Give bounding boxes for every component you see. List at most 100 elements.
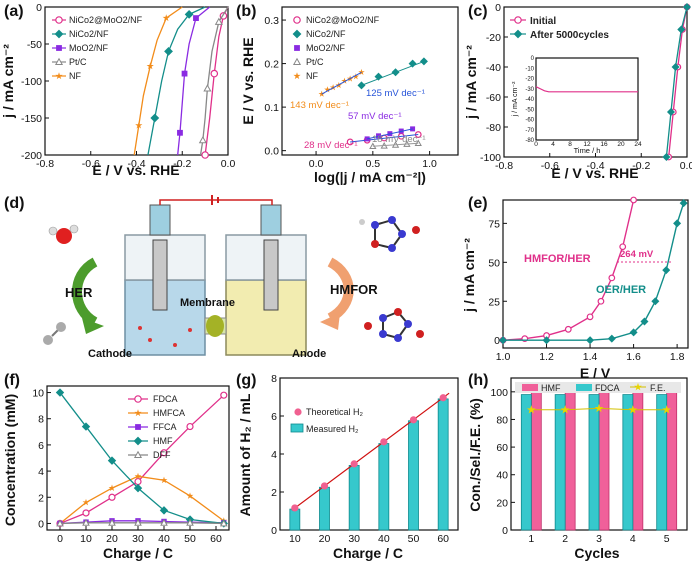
f-point-3 (107, 456, 117, 465)
h-hmf-bar (666, 392, 678, 531)
e-ytick-label: 75 (488, 218, 500, 230)
g-ytick-label: 6 (271, 411, 277, 423)
a-ytick-label: -50 (27, 39, 42, 51)
a-legend-label: NiCo2@MoO2/NF (69, 15, 143, 25)
f-ytick-label: 8 (38, 414, 44, 426)
b-legend-marker (293, 72, 301, 80)
b-xtick-label: 1.0 (422, 158, 437, 170)
f-point-0 (134, 477, 142, 486)
a-legend-marker (56, 45, 62, 51)
panel-e: (e) 1.0 1.2 1.4 1.6 1.8 0 25 50 75 HMFOR/HER OER… (461, 195, 689, 381)
b-tafel-label: 18 mV dec⁻¹ (372, 134, 426, 145)
e-point-1 (679, 199, 688, 208)
b-point-4 (324, 86, 331, 93)
hmfor-her-label: HMFOR/HER (524, 253, 591, 265)
panel-f-xlabel: Charge / C (103, 545, 173, 561)
g-xtick-label: 10 (289, 533, 301, 545)
h-fdca-bar (588, 394, 600, 531)
g-xtick-label: 60 (437, 533, 449, 545)
f-point-3 (159, 506, 169, 515)
panel-c-xlabel: E / V vs. RHE (551, 165, 638, 181)
g-ytick-label: 0 (271, 525, 277, 537)
panel-c-inset-frame (535, 57, 639, 141)
h-fdca-bar (520, 394, 532, 531)
a-series-line-4 (133, 6, 183, 156)
f-legend-label: HMF (153, 436, 173, 446)
g-theoretical-point (439, 394, 447, 402)
f-point-4 (160, 518, 168, 526)
c-xtick-label: 0.0 (680, 160, 692, 172)
a-legend-marker (54, 57, 64, 66)
e-xtick-label: 1.0 (496, 351, 511, 363)
b-fit-line-3 (372, 142, 419, 147)
c-inset-xlabel: Time / h (574, 146, 601, 155)
f-legend-label: DFF (153, 450, 171, 460)
c-point-1 (666, 107, 675, 117)
panel-f-ylabel: Concentration (mM) (2, 394, 18, 526)
g-xtick-label: 20 (319, 533, 331, 545)
e-point-1 (673, 219, 682, 228)
h-legend-marker-fe (634, 382, 642, 391)
a-point-4 (162, 14, 170, 22)
f-legend-marker (134, 409, 142, 417)
e-point-1 (498, 336, 508, 345)
g-measured-bar (319, 486, 330, 531)
h-fe-point (594, 403, 604, 413)
panel-a-ylabel: j / mA cm⁻² (0, 44, 16, 119)
water-molecule-icon (48, 224, 79, 244)
c-inset-line (535, 86, 638, 93)
panel-c-label: (c) (468, 3, 488, 20)
b-legend-marker (294, 45, 300, 51)
c-xtick-label: -0.6 (541, 160, 559, 172)
f-legend-label: HMFCA (153, 408, 185, 418)
c-xtick-label: -0.8 (495, 160, 513, 172)
b-legend-label: MoO2/NF (306, 43, 346, 53)
f-legend-marker (134, 395, 142, 403)
c-ytick-label: -40 (486, 62, 501, 74)
e-point-1 (640, 317, 649, 326)
g-trend-line (291, 392, 450, 511)
panel-d: (d) HER HMFOR (4, 195, 424, 360)
c-inset-ytick: -70 (525, 128, 534, 134)
a-point-4 (146, 62, 154, 70)
c-point-1 (682, 2, 692, 12)
h-ytick-label: 0 (502, 525, 508, 537)
a-ytick-label: -100 (21, 76, 42, 88)
b-ytick-label: 0.1 (264, 102, 279, 114)
b-legend-label: NiCo2@MoO2/NF (306, 15, 380, 25)
c-ytick-label: -80 (486, 122, 501, 134)
c-legend-label: Initial (530, 16, 556, 27)
c-inset-xtick: 0 (534, 141, 538, 148)
b-point-4 (358, 68, 365, 76)
b-ytick-label: 0.0 (264, 146, 279, 158)
e-point-1 (607, 334, 616, 343)
b-legend-label: NF (306, 71, 318, 81)
g-xtick-label: 40 (378, 533, 390, 545)
f-point-4 (82, 518, 90, 526)
c-inset-ytick: -60 (525, 118, 534, 124)
b-point-2 (376, 133, 382, 139)
e-ytick-label: 50 (488, 257, 500, 269)
a-point-0 (201, 151, 209, 159)
f-point-0 (186, 422, 194, 431)
b-fit-line-4 (321, 71, 362, 95)
e-point-1 (542, 336, 551, 345)
e-ytick-label: 0 (494, 335, 500, 347)
g-legend-label: Measured H₂ (306, 424, 359, 434)
hmfor-text: HMFOR (330, 282, 378, 297)
a-series-line-1 (147, 6, 206, 156)
f-point-3 (81, 422, 91, 431)
a-point-4 (135, 121, 143, 129)
c-inset-ytick: 0 (531, 56, 535, 62)
a-xtick-label: -0.8 (36, 158, 54, 170)
electrolysis-cell (124, 195, 307, 356)
e-point-1 (629, 328, 638, 337)
f-series-line-1 (59, 475, 225, 524)
g-measured-bar (437, 398, 449, 531)
h-fe-point (628, 405, 638, 414)
f-ytick-label: 10 (32, 388, 44, 400)
c-legend-marker (514, 16, 522, 24)
b-fit-line-2 (367, 128, 413, 140)
a-legend-label: NiCo2/NF (69, 29, 109, 39)
